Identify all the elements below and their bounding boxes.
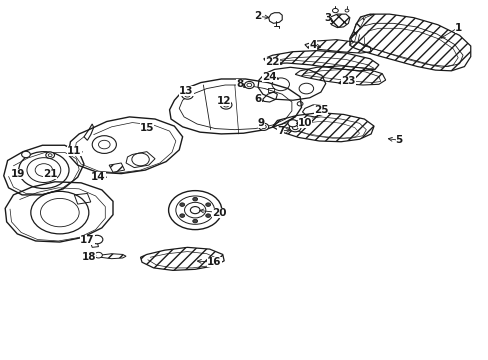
Circle shape <box>192 197 197 201</box>
Text: 7: 7 <box>277 126 284 136</box>
Text: 3: 3 <box>324 13 330 23</box>
Text: 5: 5 <box>395 135 402 145</box>
Text: 14: 14 <box>91 172 105 182</box>
Circle shape <box>180 203 184 206</box>
Text: 9: 9 <box>257 118 264 128</box>
Text: 13: 13 <box>179 86 193 96</box>
Circle shape <box>205 214 210 217</box>
Text: 18: 18 <box>81 252 96 262</box>
Text: 22: 22 <box>265 57 279 67</box>
Circle shape <box>205 203 210 206</box>
Text: 1: 1 <box>454 23 461 33</box>
Circle shape <box>46 152 54 158</box>
Circle shape <box>181 91 193 99</box>
Circle shape <box>95 252 102 258</box>
Text: 8: 8 <box>236 78 243 89</box>
Text: 17: 17 <box>80 235 95 245</box>
Text: 21: 21 <box>43 168 57 179</box>
Circle shape <box>287 120 297 127</box>
Text: 10: 10 <box>297 118 311 128</box>
Circle shape <box>192 219 197 223</box>
Circle shape <box>244 81 254 89</box>
Text: 15: 15 <box>139 122 154 132</box>
Circle shape <box>21 151 30 158</box>
Circle shape <box>91 235 102 244</box>
Text: 16: 16 <box>207 257 222 267</box>
Text: 2: 2 <box>254 11 261 21</box>
Circle shape <box>289 123 301 132</box>
Text: 25: 25 <box>313 105 327 115</box>
Circle shape <box>259 123 268 130</box>
Text: 11: 11 <box>67 146 81 156</box>
Text: 20: 20 <box>212 208 226 217</box>
Text: 4: 4 <box>309 40 316 50</box>
Text: 24: 24 <box>262 72 276 81</box>
Text: 23: 23 <box>341 76 355 86</box>
Text: 19: 19 <box>11 168 25 179</box>
Circle shape <box>180 214 184 217</box>
Text: 12: 12 <box>217 96 231 106</box>
Circle shape <box>220 100 231 109</box>
Circle shape <box>190 207 200 214</box>
Text: 6: 6 <box>254 94 261 104</box>
